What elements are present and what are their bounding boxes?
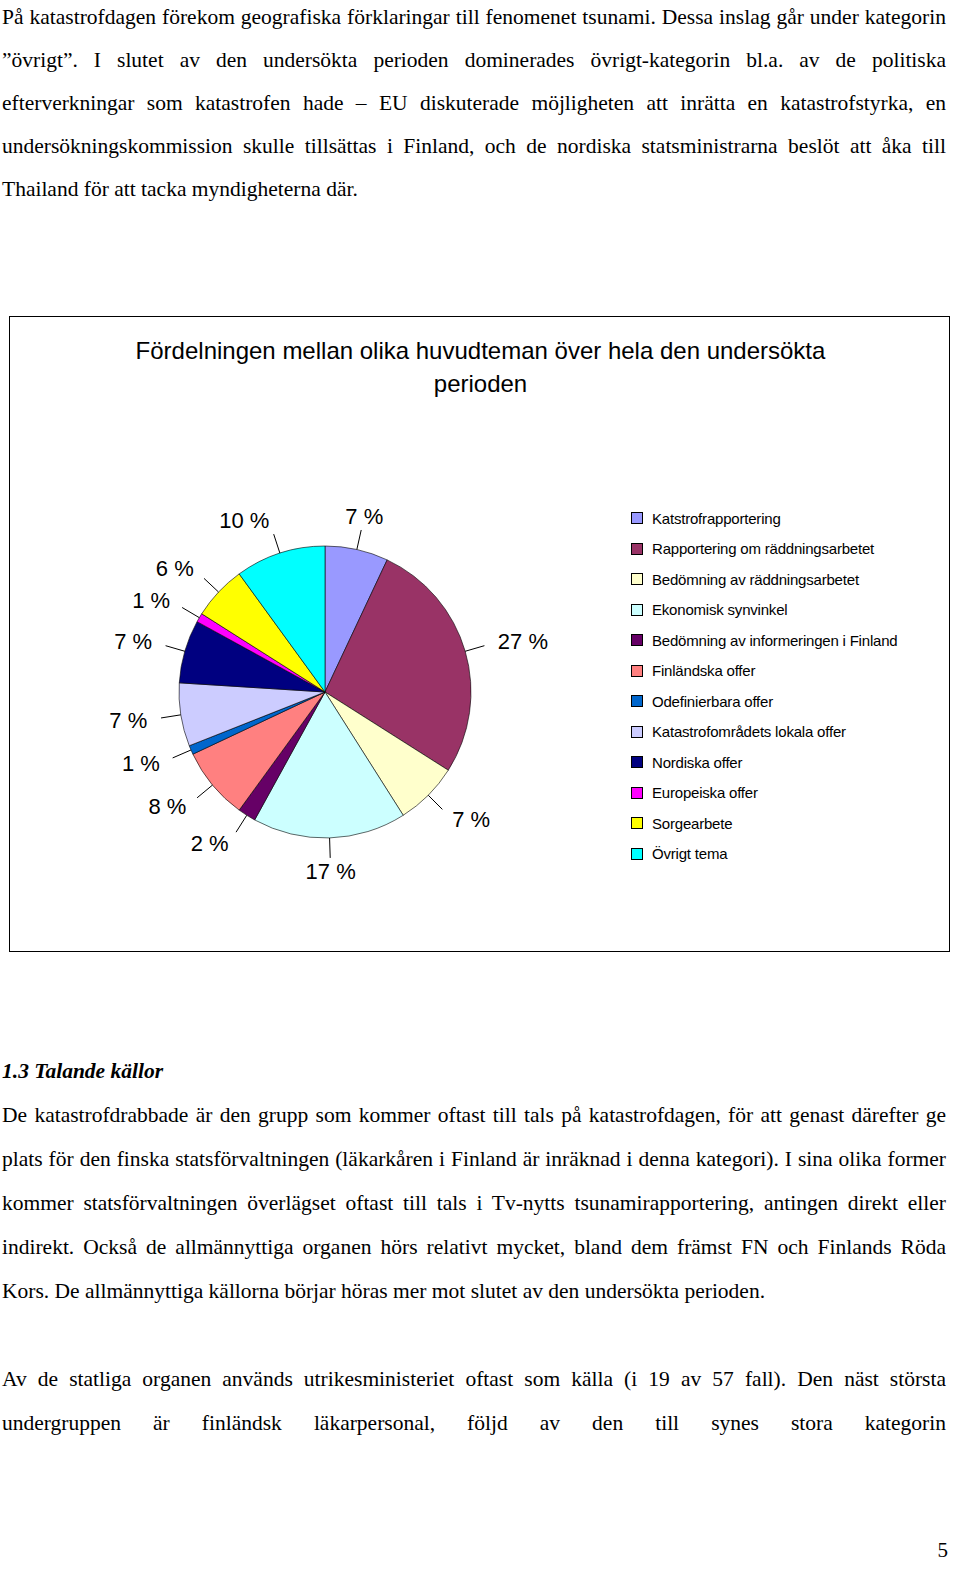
svg-text:7 %: 7 % — [109, 708, 147, 733]
svg-text:2 %: 2 % — [191, 831, 229, 856]
html-text:Katstrofrapportering: Katstrofrapportering — [652, 509, 781, 527]
html-text:Övrigt tema: Övrigt tema — [652, 845, 728, 863]
svg-text:27 %: 27 % — [498, 629, 548, 654]
html-text:Rapportering om räddningsarbet: Rapportering om räddningsarbetet — [652, 540, 875, 558]
svg-text:7 %: 7 % — [114, 629, 152, 654]
html-text:På katastrofdagen förekom geog: På katastrofdagen förekom geografiska fö… — [2, 5, 946, 201]
html-text:Bedömning av räddningsarbetet: Bedömning av räddningsarbetet — [652, 570, 859, 588]
html-text:Fördelningen mellan olika huvu: Fördelningen mellan olika huvudteman öve… — [135, 337, 826, 397]
svg-text:10 %: 10 % — [219, 508, 269, 533]
html-text:Nordiska offer: Nordiska offer — [652, 753, 743, 771]
html-text:1.3 Talande källor: 1.3 Talande källor — [2, 1059, 164, 1083]
html-text:Sorgearbete: Sorgearbete — [652, 814, 733, 832]
svg-text:1 %: 1 % — [122, 751, 160, 776]
html-text:Av de statliga organen används: Av de statliga organen används utrikesmi… — [2, 1367, 946, 1435]
svg-text:7 %: 7 % — [345, 504, 383, 529]
html-text:5: 5 — [937, 1538, 948, 1562]
html-text:Odefinierbara offer: Odefinierbara offer — [652, 692, 773, 710]
html-text:Ekonomisk synvinkel: Ekonomisk synvinkel — [652, 601, 788, 619]
svg-text:7 %: 7 % — [452, 807, 490, 832]
html-text:Bedömning av informeringen i F: Bedömning av informeringen i Finland — [652, 631, 898, 649]
html-text:Europeiska offer: Europeiska offer — [652, 784, 758, 802]
html-text:De katastrofdrabbade är den gr: De katastrofdrabbade är den grupp som ko… — [2, 1103, 946, 1303]
html-text:Finländska offer: Finländska offer — [652, 662, 756, 680]
svg-text:1 %: 1 % — [132, 588, 170, 613]
svg-text:8 %: 8 % — [148, 794, 186, 819]
svg-text:6 %: 6 % — [156, 556, 194, 581]
svg-text:17 %: 17 % — [306, 859, 356, 884]
html-text:Katastrofområdets lokala offer: Katastrofområdets lokala offer — [652, 723, 846, 741]
